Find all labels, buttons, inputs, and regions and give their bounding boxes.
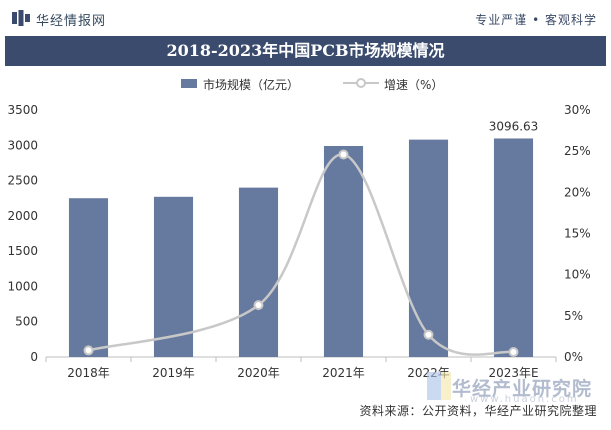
watermark-block bbox=[427, 372, 441, 400]
brand-name: 华经情报网 bbox=[36, 14, 107, 29]
y-left-tick-label: 0 bbox=[30, 350, 38, 364]
legend-bar-swatch bbox=[181, 79, 197, 88]
growth-point bbox=[338, 149, 349, 160]
watermark-site: www.huaon.com bbox=[470, 394, 579, 405]
growth-point bbox=[423, 329, 434, 340]
bar bbox=[323, 145, 364, 357]
y-left-tick-label: 3500 bbox=[7, 103, 38, 117]
y-left-tick-label: 2000 bbox=[7, 209, 38, 223]
slogan: 专业严谨 • 客观科学 bbox=[475, 13, 597, 27]
legend-line-swatch bbox=[343, 78, 379, 88]
growth-point bbox=[253, 300, 264, 311]
y-right-tick-label: 30% bbox=[564, 103, 591, 117]
watermark-brand: 华经产业研究院 bbox=[452, 378, 593, 400]
chart-title: 2018-2023年中国PCB市场规模情况 bbox=[166, 41, 445, 60]
x-tick-label: 2021年 bbox=[322, 366, 365, 380]
bar bbox=[408, 139, 449, 357]
legend-line-label: 增速（%） bbox=[384, 78, 444, 92]
data-label: 3096.63 bbox=[489, 119, 539, 133]
growth-point bbox=[83, 345, 94, 356]
chart-plot: 0 500 1000 1500 2000 2500 3000 3500 0% 5% 10% 15% 20… bbox=[7, 103, 591, 380]
x-tick-label: 2019年 bbox=[152, 366, 195, 380]
y-right-tick-label: 25% bbox=[564, 144, 591, 158]
growth-line bbox=[88, 153, 514, 356]
y-right-tick-label: 5% bbox=[564, 309, 583, 323]
x-tick-label: 2023年E bbox=[488, 366, 538, 380]
y-left-tick-label: 1500 bbox=[7, 244, 38, 258]
y-left-tick-label: 3000 bbox=[7, 138, 38, 152]
chart-title-bar: 2018-2023年中国PCB市场规模情况 bbox=[5, 36, 606, 66]
source-note: 资料来源：公开资料，华经产业研究院整理 bbox=[359, 404, 597, 418]
y-right-tick-label: 0% bbox=[564, 350, 583, 364]
bar bbox=[493, 138, 534, 357]
y-right-tick-label: 15% bbox=[564, 227, 591, 241]
bar bbox=[68, 198, 109, 357]
chart-legend: 市场规模（亿元） 增速（%） bbox=[0, 74, 611, 94]
y-right-tick-label: 20% bbox=[564, 185, 591, 199]
x-tick-label: 2018年 bbox=[67, 366, 110, 380]
y-right-tick-label: 10% bbox=[564, 268, 591, 282]
x-tick-label: 2020年 bbox=[237, 366, 280, 380]
growth-point bbox=[508, 347, 519, 358]
y-left-tick-label: 2500 bbox=[7, 174, 38, 188]
y-left-tick-label: 1000 bbox=[7, 279, 38, 293]
watermark-block bbox=[441, 372, 451, 400]
brand-logo-icon bbox=[12, 10, 30, 26]
y-left-tick-label: 500 bbox=[15, 315, 38, 329]
bar bbox=[238, 187, 279, 357]
legend-bar-label: 市场规模（亿元） bbox=[203, 78, 300, 92]
top-bar: 华经情报网 专业严谨 • 客观科学 bbox=[0, 0, 611, 34]
bar bbox=[153, 196, 194, 357]
